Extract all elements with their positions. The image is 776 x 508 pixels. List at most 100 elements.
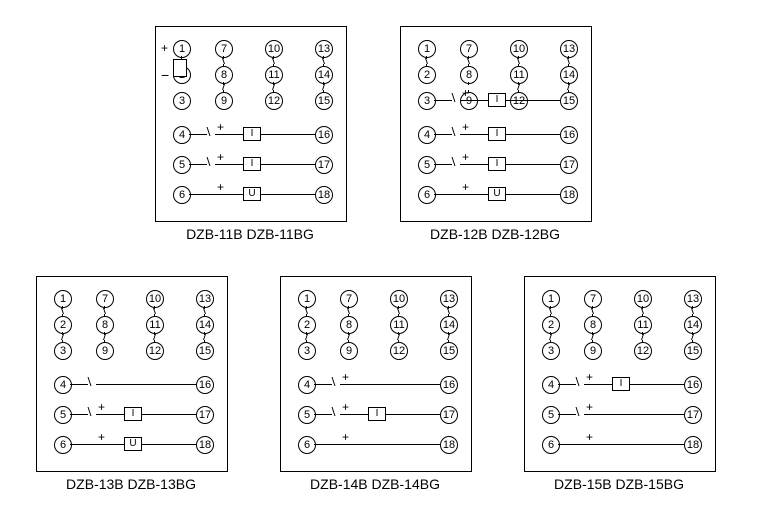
- pin-15: 15: [315, 92, 333, 110]
- pin-18: 18: [684, 436, 702, 454]
- wire: [506, 134, 560, 135]
- pin-18: 18: [315, 186, 333, 204]
- wire: [506, 100, 560, 101]
- relay-coil: U: [124, 437, 142, 451]
- switch-arm: [450, 127, 456, 136]
- pin-16: 16: [560, 126, 578, 144]
- contact-arm: [589, 308, 595, 314]
- switch-arm: [205, 127, 211, 136]
- pin-3: 3: [173, 92, 191, 110]
- switch-arm: [86, 377, 92, 386]
- relay-coil: I: [243, 127, 261, 141]
- contact-arm: [201, 308, 207, 314]
- contact-arm: [151, 308, 157, 314]
- contact-arm: [689, 308, 695, 314]
- relay-unit: 123456789101112131415161718I+U+DZB-13B D…: [36, 276, 226, 494]
- relay-unit: 123456789101112131415161718I+I+I+U+DZB-1…: [400, 26, 590, 244]
- relay-letter: U: [489, 188, 505, 200]
- pin-16: 16: [684, 376, 702, 394]
- polarity-plus: +: [586, 401, 593, 413]
- switch-arm: [205, 157, 211, 166]
- wire: [460, 100, 488, 101]
- relay-letter: I: [244, 158, 260, 170]
- contact-arm: [465, 58, 471, 64]
- polarity-plus: +: [342, 401, 349, 413]
- polarity-plus: +: [342, 371, 349, 383]
- pin-12: 12: [634, 342, 652, 360]
- contact-arm: [639, 308, 645, 314]
- wire: [215, 164, 243, 165]
- wire: [558, 444, 621, 445]
- polarity-plus: +: [342, 431, 349, 443]
- contact-arm: [59, 308, 65, 314]
- relay-coil: U: [488, 187, 506, 201]
- relay-letter: I: [244, 128, 260, 140]
- polarity-plus: +: [462, 181, 469, 193]
- wire: [340, 414, 368, 415]
- polarity-plus: +: [98, 431, 105, 443]
- relay-letter: I: [125, 408, 141, 420]
- contact-arm: [320, 58, 326, 64]
- contact-arm: [220, 84, 226, 90]
- contact-arm: [639, 334, 645, 340]
- contact-arm: [151, 334, 157, 340]
- switch-arm: [450, 157, 456, 166]
- contact-arm: [565, 84, 571, 90]
- wire: [377, 444, 440, 445]
- pin-12: 12: [265, 92, 283, 110]
- wire: [584, 414, 621, 415]
- switch-arm: [330, 407, 336, 416]
- contact-arm: [445, 308, 451, 314]
- pin-17: 17: [196, 406, 214, 424]
- pin-12: 12: [146, 342, 164, 360]
- switch-arm: [86, 407, 92, 416]
- relay-coil: I: [368, 407, 386, 421]
- wire: [261, 134, 315, 135]
- relay-unit: 123456789101112131415161718I+++DZB-15B D…: [524, 276, 714, 494]
- polarity-minus: −: [161, 68, 169, 82]
- contact-arm: [547, 334, 553, 340]
- pin-17: 17: [560, 156, 578, 174]
- polarity-plus: +: [586, 371, 593, 383]
- contact-arm: [101, 308, 107, 314]
- contact-arm: [201, 334, 207, 340]
- pin-17: 17: [684, 406, 702, 424]
- relay-unit: 123456789101112131415161718+I++DZB-14B D…: [280, 276, 470, 494]
- pin-15: 15: [196, 342, 214, 360]
- wire: [630, 384, 684, 385]
- contact-arm: [345, 334, 351, 340]
- polarity-plus: +: [462, 87, 469, 99]
- switch-arm: [450, 93, 456, 102]
- pin-16: 16: [440, 376, 458, 394]
- wire: [96, 414, 124, 415]
- wire: [506, 194, 560, 195]
- wire: [142, 444, 196, 445]
- pin-16: 16: [315, 126, 333, 144]
- diagram-canvas: 123456789101112131415161718I+I+U++−DZB-1…: [0, 0, 776, 508]
- pin-17: 17: [315, 156, 333, 174]
- switch-arm: [574, 377, 580, 386]
- wire: [215, 134, 243, 135]
- relay-coil: I: [488, 157, 506, 171]
- wire: [261, 164, 315, 165]
- contact-arm: [59, 334, 65, 340]
- contact-arm: [303, 334, 309, 340]
- pin-3: 3: [298, 342, 316, 360]
- relay-unit: 123456789101112131415161718I+I+U++−DZB-1…: [155, 26, 345, 244]
- relay-letter: I: [369, 408, 385, 420]
- pin-18: 18: [440, 436, 458, 454]
- contact-arm: [345, 308, 351, 314]
- contact-stem: [468, 82, 469, 85]
- contact-arm: [220, 58, 226, 64]
- relay-letter: I: [489, 128, 505, 140]
- wire: [621, 444, 684, 445]
- contact-arm: [515, 58, 521, 64]
- contact-arm: [270, 58, 276, 64]
- polarity-plus: +: [161, 42, 168, 54]
- pin-18: 18: [560, 186, 578, 204]
- relay-coil-v: [173, 59, 187, 77]
- wire: [261, 194, 315, 195]
- wire: [377, 384, 440, 385]
- wire: [460, 164, 488, 165]
- wire: [621, 414, 684, 415]
